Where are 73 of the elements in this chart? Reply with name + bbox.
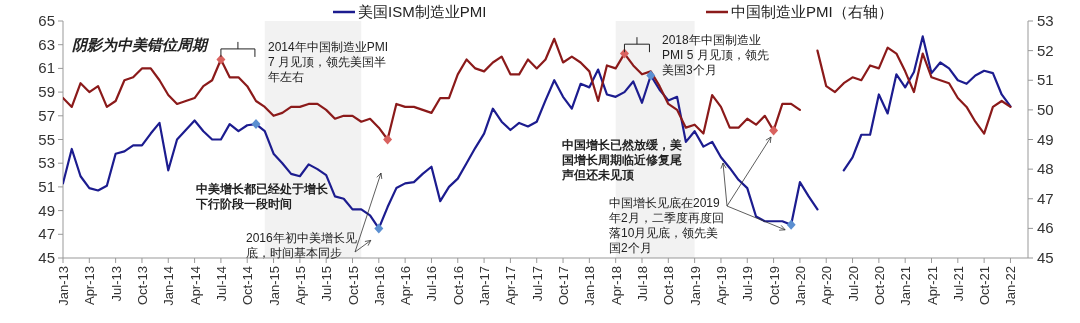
x-tick-label: Oct-21 bbox=[977, 266, 993, 306]
legend-label: 美国ISM制造业PMI bbox=[358, 3, 487, 20]
annotation: 2018年中国制造业PMI 5 月见顶，领先美国3个月 bbox=[662, 33, 770, 78]
y2-tick-label: 46 bbox=[1037, 219, 1054, 237]
y2-tick-label: 45 bbox=[1037, 249, 1054, 266]
annotation: 中美增长都已经处于增长下行阶段一段时间 bbox=[196, 182, 329, 212]
x-tick-label: Oct-13 bbox=[134, 266, 150, 306]
x-tick-label: Apr-18 bbox=[608, 266, 624, 306]
y-tick-label: 59 bbox=[38, 83, 55, 101]
x-tick-label: Jan-22 bbox=[1003, 266, 1019, 306]
y2-tick-label: 50 bbox=[1037, 100, 1054, 118]
x-tick-label: Jan-18 bbox=[582, 266, 598, 306]
y2-tick-label: 48 bbox=[1037, 160, 1054, 178]
x-tick-label: Jan-21 bbox=[898, 266, 914, 306]
x-tick-label: Apr-16 bbox=[398, 266, 414, 306]
y-tick-label: 49 bbox=[38, 201, 55, 219]
x-tick-label: Jan-13 bbox=[56, 266, 71, 306]
x-tick-label: Jan-14 bbox=[161, 266, 177, 306]
x-tick-label: Oct-16 bbox=[450, 266, 466, 306]
x-tick-label: Apr-14 bbox=[187, 266, 203, 306]
x-tick-label: Apr-19 bbox=[713, 266, 729, 306]
x-tick-label: Jan-16 bbox=[371, 266, 387, 306]
x-tick-label: Oct-18 bbox=[661, 266, 677, 306]
x-tick-label: Oct-17 bbox=[556, 266, 572, 306]
y-tick-label: 55 bbox=[38, 130, 55, 148]
x-tick-label: Apr-20 bbox=[819, 266, 835, 306]
y2-tick-label: 47 bbox=[1037, 189, 1054, 207]
point bbox=[374, 223, 384, 234]
y2-tick-label: 51 bbox=[1037, 71, 1054, 89]
y-tick-label: 51 bbox=[38, 177, 55, 195]
x-tick-label: Oct-14 bbox=[240, 266, 256, 306]
x-tick-label: Jul-20 bbox=[845, 266, 861, 302]
x-tick-label: Jul-13 bbox=[108, 266, 124, 302]
x-tick-label: Jan-19 bbox=[687, 266, 703, 306]
y-tick-label: 45 bbox=[38, 249, 55, 266]
x-tick-label: Jan-20 bbox=[792, 266, 808, 306]
y2-tick-label: 49 bbox=[1037, 130, 1054, 148]
y2-tick-label: 53 bbox=[1037, 12, 1054, 29]
annotation: 2014年中国制造业PMI 7 月见顶，领先美国半年左右 bbox=[268, 40, 390, 85]
x-tick-label: Jul-15 bbox=[319, 266, 335, 302]
x-tick-label: Apr-13 bbox=[82, 266, 98, 306]
x-tick-label: Jul-14 bbox=[213, 266, 229, 302]
y-tick-label: 47 bbox=[38, 225, 55, 243]
point bbox=[251, 119, 261, 130]
annotation: 中国增长已然放缓，美国增长周期临近修复尾声但还未见顶 bbox=[562, 138, 683, 183]
annotation: 阴影为中美错位周期 bbox=[72, 36, 207, 53]
x-tick-label: Jul-21 bbox=[950, 266, 966, 302]
y-tick-label: 65 bbox=[38, 12, 55, 29]
x-tick-label: Jul-16 bbox=[424, 266, 440, 302]
x-tick-label: Jan-17 bbox=[477, 266, 493, 306]
x-tick-label: Jul-17 bbox=[529, 266, 545, 302]
x-tick-label: Apr-21 bbox=[924, 266, 940, 306]
x-tick-label: Jul-18 bbox=[635, 266, 650, 302]
y-tick-label: 53 bbox=[38, 154, 55, 172]
x-tick-label: Oct-19 bbox=[766, 266, 782, 306]
x-tick-label: Oct-20 bbox=[871, 266, 887, 306]
point bbox=[216, 54, 226, 65]
annotation: 中国增长见底在2019年2月，二季度再度回落10月见底，领先美国2个月 bbox=[609, 196, 725, 256]
x-tick-label: Apr-17 bbox=[503, 266, 519, 306]
y-tick-label: 61 bbox=[38, 59, 55, 77]
y-tick-label: 63 bbox=[38, 35, 55, 53]
y-tick-label: 57 bbox=[38, 106, 55, 124]
point bbox=[646, 70, 656, 81]
x-tick-label: Apr-15 bbox=[292, 266, 308, 306]
legend-label: 中国制造业PMI（右轴） bbox=[731, 3, 893, 20]
annotation: 2016年初中美增长见底，时间基本同步 bbox=[246, 231, 358, 261]
point bbox=[769, 125, 779, 136]
point bbox=[786, 219, 796, 230]
x-tick-label: Jan-15 bbox=[266, 266, 282, 306]
point bbox=[383, 134, 393, 145]
y2-tick-label: 52 bbox=[1037, 41, 1054, 59]
x-tick-label: Oct-15 bbox=[345, 266, 361, 306]
x-tick-label: Jul-19 bbox=[740, 266, 756, 302]
